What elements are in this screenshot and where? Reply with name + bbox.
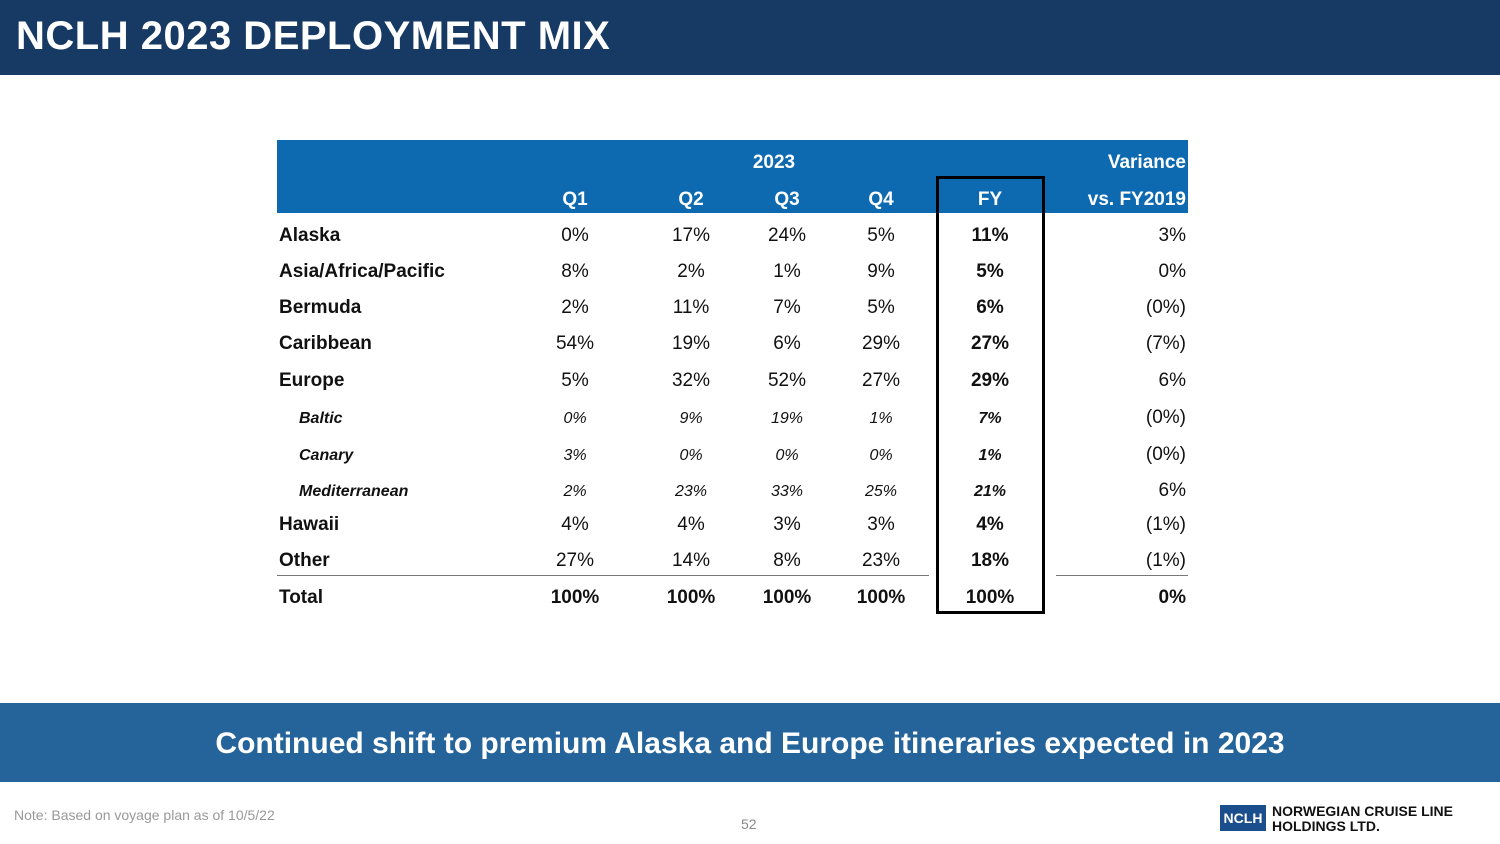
variance-cell: 6% <box>1158 370 1186 391</box>
row-label: Bermuda <box>279 297 362 318</box>
table-cell: 27% <box>555 550 595 571</box>
row-label: Mediterranean <box>299 483 409 500</box>
company-name: NORWEGIAN CRUISE LINE HOLDINGS LTD. <box>1272 804 1453 834</box>
variance-cell: 0% <box>1158 261 1186 282</box>
row-label: Total <box>279 587 323 608</box>
table-cell: 11% <box>971 225 1009 246</box>
table-cell: 0% <box>869 447 893 464</box>
page-number: 52 <box>741 816 757 832</box>
table-cell: 2% <box>677 261 705 282</box>
table-cell: 54% <box>555 333 595 354</box>
table-cell: 17% <box>671 225 711 246</box>
row-label: Canary <box>299 447 354 464</box>
variance-cell: (0%) <box>1145 297 1186 318</box>
table-cell: 0% <box>563 410 587 427</box>
column-header-q2: Q2 <box>678 189 704 210</box>
variance-cell: (0%) <box>1145 407 1186 428</box>
column-header-fy: FY <box>977 189 1003 210</box>
table-cell: 100% <box>550 587 600 608</box>
table-cell: 52% <box>767 370 807 391</box>
table-cell: 14% <box>671 550 711 571</box>
variance-cell: (0%) <box>1145 444 1186 465</box>
table-cell: 7% <box>978 410 1002 427</box>
table-cell: 2% <box>561 297 589 318</box>
table-cell: 2% <box>563 483 587 500</box>
table-cell: 21% <box>973 483 1007 500</box>
variance-header: Variance <box>1107 152 1186 173</box>
table-cell: 29% <box>970 370 1010 391</box>
table-cell: 100% <box>856 587 906 608</box>
variance-cell: 0% <box>1158 587 1186 608</box>
table-cell: 6% <box>773 333 801 354</box>
table-header <box>277 140 1188 213</box>
table-cell: 5% <box>867 297 895 318</box>
row-label: Caribbean <box>279 333 372 354</box>
takeaway-banner: Continued shift to premium Alaska and Eu… <box>0 703 1500 782</box>
table-cell: 0% <box>679 447 703 464</box>
row-label: Alaska <box>279 225 341 246</box>
company-name-line2: HOLDINGS LTD. <box>1272 818 1380 834</box>
table-cell: 5% <box>976 261 1004 282</box>
table-cell: 1% <box>869 410 893 427</box>
variance-cell: (7%) <box>1145 333 1186 354</box>
variance-cell: 3% <box>1158 225 1186 246</box>
company-name-line1: NORWEGIAN CRUISE LINE <box>1272 803 1453 819</box>
table-cell: 6% <box>976 297 1004 318</box>
table-cell: 5% <box>867 225 895 246</box>
table-cell: 25% <box>864 483 898 500</box>
table-cell: 8% <box>561 261 589 282</box>
title-bar: NCLH 2023 DEPLOYMENT MIX <box>0 0 1500 75</box>
table-cell: 23% <box>861 550 901 571</box>
table-cell: 18% <box>970 550 1010 571</box>
variance-header-sub: vs. FY2019 <box>1087 189 1186 210</box>
page-title: NCLH 2023 DEPLOYMENT MIX <box>16 14 611 58</box>
table-cell: 11% <box>672 297 710 318</box>
row-label: Europe <box>279 370 345 391</box>
table-cell: 23% <box>674 483 708 500</box>
table-cell: 4% <box>976 514 1004 535</box>
table-cell: 29% <box>861 333 901 354</box>
table-cell: 100% <box>762 587 812 608</box>
nclh-logo: NCLH <box>1220 805 1266 831</box>
table-cell: 19% <box>770 410 804 427</box>
table-cell: 5% <box>561 370 589 391</box>
table-cell: 27% <box>861 370 901 391</box>
column-header-q3: Q3 <box>774 189 800 210</box>
table-cell: 32% <box>671 370 711 391</box>
row-label: Hawaii <box>279 514 340 535</box>
column-header-q1: Q1 <box>562 189 588 210</box>
group-header: 2023 <box>752 152 796 173</box>
table-cell: 1% <box>773 261 801 282</box>
table-cell: 9% <box>867 261 895 282</box>
table-cell: 9% <box>679 410 703 427</box>
variance-cell: (1%) <box>1145 514 1186 535</box>
banner-text: Continued shift to premium Alaska and Eu… <box>215 727 1285 760</box>
footnote: Note: Based on voyage plan as of 10/5/22 <box>14 807 275 823</box>
table-cell: 100% <box>965 587 1015 608</box>
row-label: Asia/Africa/Pacific <box>279 261 445 282</box>
table-cell: 1% <box>978 447 1002 464</box>
table-cell: 27% <box>970 333 1010 354</box>
column-header-q4: Q4 <box>868 189 894 210</box>
table-cell: 8% <box>773 550 801 571</box>
fy-highlight-box <box>936 176 1045 614</box>
table-cell: 4% <box>561 514 589 535</box>
table-cell: 3% <box>867 514 895 535</box>
row-label: Other <box>279 550 330 571</box>
total-divider-variance <box>1056 575 1188 576</box>
variance-cell: 6% <box>1158 480 1186 501</box>
table-cell: 3% <box>773 514 801 535</box>
table-cell: 19% <box>671 333 711 354</box>
table-cell: 100% <box>666 587 716 608</box>
table-cell: 3% <box>563 447 587 464</box>
row-label: Baltic <box>299 410 343 427</box>
variance-cell: (1%) <box>1145 550 1186 571</box>
table-cell: 4% <box>677 514 705 535</box>
table-cell: 7% <box>773 297 801 318</box>
table-cell: 33% <box>770 483 804 500</box>
table-cell: 0% <box>561 225 589 246</box>
total-divider <box>277 575 929 576</box>
table-cell: 24% <box>767 225 807 246</box>
table-cell: 0% <box>775 447 799 464</box>
